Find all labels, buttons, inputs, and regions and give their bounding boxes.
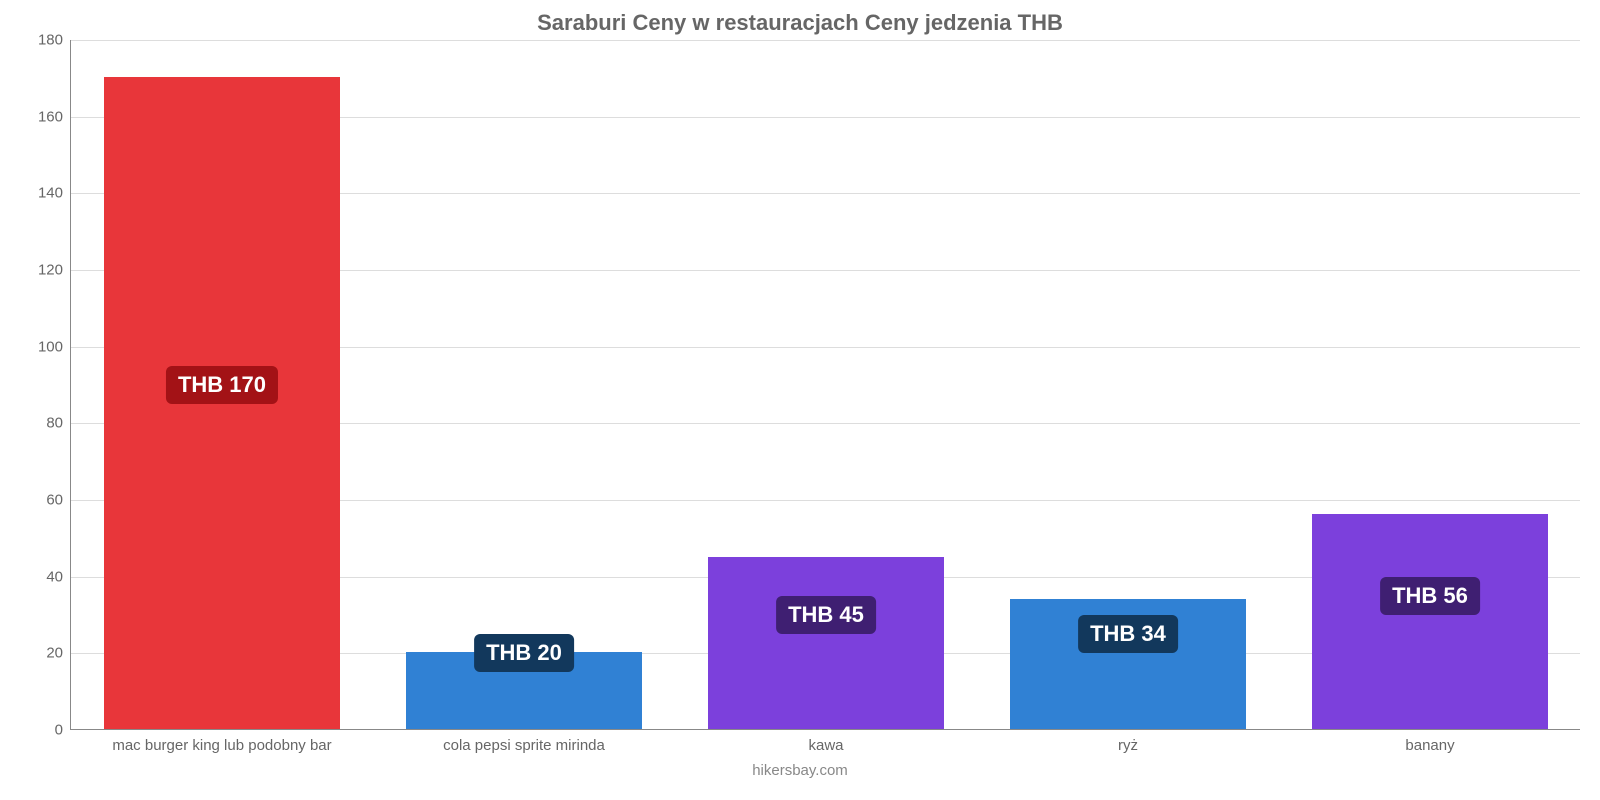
y-tick-label: 160 xyxy=(38,108,71,125)
chart-footer: hikersbay.com xyxy=(0,762,1600,779)
chart-title: Saraburi Ceny w restauracjach Ceny jedze… xyxy=(0,10,1600,36)
y-tick-label: 20 xyxy=(46,645,71,662)
value-badge: THB 20 xyxy=(474,634,574,672)
y-tick-label: 120 xyxy=(38,262,71,279)
y-tick-label: 0 xyxy=(55,722,71,739)
value-badge: THB 170 xyxy=(166,366,278,404)
plot-area: 020406080100120140160180mac burger king … xyxy=(70,40,1580,730)
x-tick-label: ryż xyxy=(1118,729,1138,754)
x-tick-label: mac burger king lub podobny bar xyxy=(112,729,331,754)
value-badge: THB 45 xyxy=(776,596,876,634)
y-tick-label: 80 xyxy=(46,415,71,432)
y-tick-label: 100 xyxy=(38,338,71,355)
bar xyxy=(708,557,944,730)
y-tick-label: 60 xyxy=(46,492,71,509)
bar xyxy=(1312,514,1548,729)
x-tick-label: kawa xyxy=(808,729,843,754)
value-badge: THB 34 xyxy=(1078,615,1178,653)
y-tick-label: 180 xyxy=(38,32,71,49)
chart-container: Saraburi Ceny w restauracjach Ceny jedze… xyxy=(0,0,1600,800)
x-tick-label: cola pepsi sprite mirinda xyxy=(443,729,605,754)
y-tick-label: 140 xyxy=(38,185,71,202)
value-badge: THB 56 xyxy=(1380,577,1480,615)
gridline xyxy=(71,40,1580,41)
x-tick-label: banany xyxy=(1405,729,1454,754)
y-tick-label: 40 xyxy=(46,568,71,585)
